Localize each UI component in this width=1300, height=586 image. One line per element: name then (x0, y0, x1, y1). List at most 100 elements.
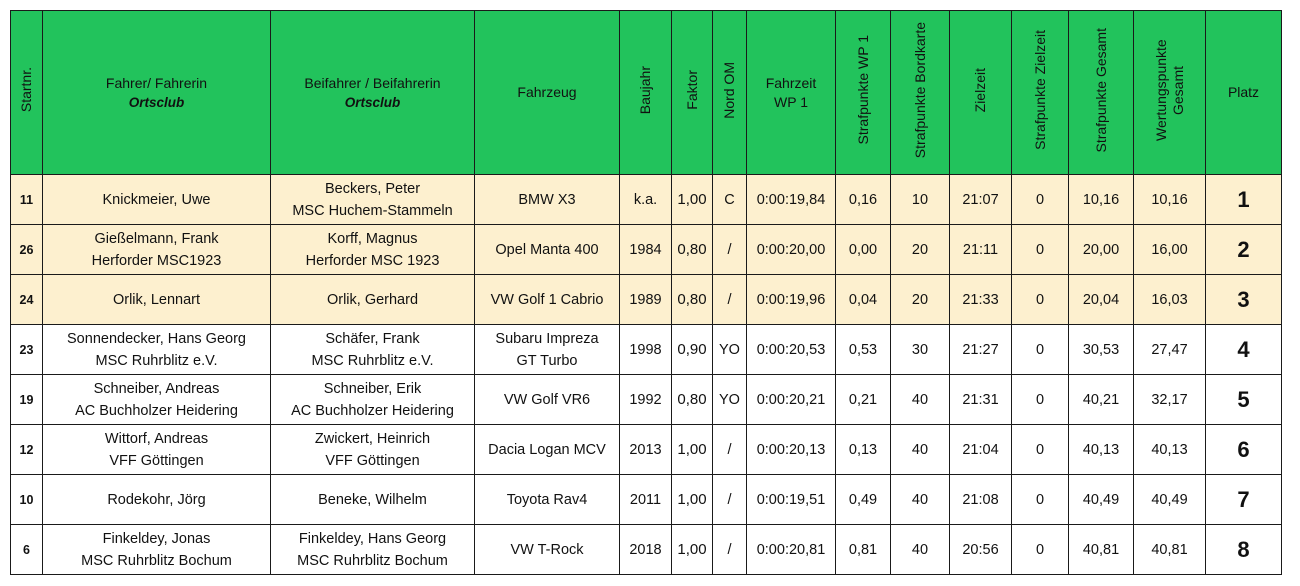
cell-fahrzeit: 0:00:19,84 (746, 174, 836, 225)
cell-fahrzeug: BMW X3 (474, 174, 620, 225)
cell-strafpunkte-gesamt: 40,21 (1068, 374, 1134, 425)
table-row: 19 Schneiber, Andreas AC Buchholzer Heide… (10, 374, 1300, 425)
cell-strafpunkte-bordkarte: 40 (890, 524, 950, 575)
cell-beifahrer: Korff, Magnus Herforder MSC 1923 (270, 224, 475, 275)
cell-nord-om: YO (712, 324, 747, 375)
cell-zielzeit: 20:56 (949, 524, 1012, 575)
cell-fahrer: Orlik, Lennart (42, 274, 271, 325)
cell-strafpunkte-wp1: 0,49 (835, 474, 891, 525)
cell-zielzeit: 21:07 (949, 174, 1012, 225)
cell-startnr: 23 (10, 324, 43, 375)
cell-zielzeit: 21:33 (949, 274, 1012, 325)
cell-platz: 1 (1205, 174, 1282, 225)
header-strafpunkte-zielzeit: Strafpunkte Zielzeit (1011, 10, 1069, 175)
cell-startnr: 10 (10, 474, 43, 525)
cell-startnr: 26 (10, 224, 43, 275)
cell-wertungspunkte-gesamt: 40,81 (1133, 524, 1206, 575)
cell-platz: 7 (1205, 474, 1282, 525)
cell-nord-om: / (712, 474, 747, 525)
cell-strafpunkte-bordkarte: 40 (890, 424, 950, 475)
cell-nord-om: / (712, 224, 747, 275)
cell-strafpunkte-zielzeit: 0 (1011, 174, 1069, 225)
header-baujahr: Baujahr (619, 10, 672, 175)
cell-wertungspunkte-gesamt: 40,13 (1133, 424, 1206, 475)
cell-platz: 3 (1205, 274, 1282, 325)
table-row: 11 Knickmeier, Uwe Beckers, Peter MSC Huc… (10, 174, 1300, 225)
cell-nord-om: / (712, 524, 747, 575)
cell-strafpunkte-bordkarte: 10 (890, 174, 950, 225)
cell-startnr: 24 (10, 274, 43, 325)
cell-baujahr: 1984 (619, 224, 672, 275)
cell-zielzeit: 21:08 (949, 474, 1012, 525)
cell-strafpunkte-wp1: 0,04 (835, 274, 891, 325)
header-fahrer: Fahrer/ Fahrerin Ortsclub (42, 10, 271, 175)
header-platz: Platz (1205, 10, 1282, 175)
table-row: 26 Gießelmann, Frank Herforder MSC1923 Ko… (10, 224, 1300, 275)
cell-wertungspunkte-gesamt: 10,16 (1133, 174, 1206, 225)
cell-wertungspunkte-gesamt: 27,47 (1133, 324, 1206, 375)
cell-nord-om: / (712, 274, 747, 325)
cell-strafpunkte-gesamt: 40,49 (1068, 474, 1134, 525)
cell-strafpunkte-zielzeit: 0 (1011, 374, 1069, 425)
cell-fahrzeug: Dacia Logan MCV (474, 424, 620, 475)
cell-fahrer: Schneiber, Andreas AC Buchholzer Heiderin… (42, 374, 271, 425)
cell-wertungspunkte-gesamt: 32,17 (1133, 374, 1206, 425)
cell-beifahrer: Schneiber, Erik AC Buchholzer Heidering (270, 374, 475, 425)
cell-baujahr: 1989 (619, 274, 672, 325)
cell-strafpunkte-wp1: 0,16 (835, 174, 891, 225)
header-strafpunkte-wp1: Strafpunkte WP 1 (835, 10, 891, 175)
cell-fahrzeug: Toyota Rav4 (474, 474, 620, 525)
cell-faktor: 0,80 (671, 224, 713, 275)
cell-fahrzeit: 0:00:20,53 (746, 324, 836, 375)
header-fahrzeit: Fahrzeit WP 1 (746, 10, 836, 175)
cell-beifahrer: Zwickert, Heinrich VFF Göttingen (270, 424, 475, 475)
cell-platz: 4 (1205, 324, 1282, 375)
cell-strafpunkte-wp1: 0,81 (835, 524, 891, 575)
cell-faktor: 1,00 (671, 424, 713, 475)
cell-nord-om: YO (712, 374, 747, 425)
cell-faktor: 0,80 (671, 374, 713, 425)
cell-fahrzeit: 0:00:19,96 (746, 274, 836, 325)
header-fahrzeug: Fahrzeug (474, 10, 620, 175)
cell-fahrzeug: VW Golf VR6 (474, 374, 620, 425)
cell-strafpunkte-zielzeit: 0 (1011, 524, 1069, 575)
cell-strafpunkte-zielzeit: 0 (1011, 224, 1069, 275)
cell-platz: 6 (1205, 424, 1282, 475)
cell-zielzeit: 21:31 (949, 374, 1012, 425)
cell-strafpunkte-gesamt: 30,53 (1068, 324, 1134, 375)
cell-strafpunkte-zielzeit: 0 (1011, 474, 1069, 525)
cell-strafpunkte-gesamt: 20,04 (1068, 274, 1134, 325)
cell-beifahrer: Finkeldey, Hans Georg MSC Ruhrblitz Bochu… (270, 524, 475, 575)
cell-strafpunkte-bordkarte: 20 (890, 224, 950, 275)
cell-faktor: 1,00 (671, 174, 713, 225)
cell-fahrzeug: VW Golf 1 Cabrio (474, 274, 620, 325)
header-strafpunkte-bordkarte: Strafpunkte Bordkarte (890, 10, 950, 175)
cell-platz: 2 (1205, 224, 1282, 275)
cell-nord-om: C (712, 174, 747, 225)
cell-strafpunkte-wp1: 0,13 (835, 424, 891, 475)
cell-fahrzeit: 0:00:20,21 (746, 374, 836, 425)
cell-fahrer: Rodekohr, Jörg (42, 474, 271, 525)
cell-strafpunkte-gesamt: 20,00 (1068, 224, 1134, 275)
cell-faktor: 0,90 (671, 324, 713, 375)
cell-faktor: 0,80 (671, 274, 713, 325)
cell-baujahr: 2018 (619, 524, 672, 575)
cell-fahrzeit: 0:00:20,00 (746, 224, 836, 275)
cell-strafpunkte-gesamt: 40,13 (1068, 424, 1134, 475)
cell-strafpunkte-bordkarte: 20 (890, 274, 950, 325)
cell-baujahr: k.a. (619, 174, 672, 225)
cell-strafpunkte-bordkarte: 40 (890, 474, 950, 525)
cell-strafpunkte-bordkarte: 30 (890, 324, 950, 375)
header-row: Startnr. Fahrer/ Fahrerin Ortsclub Beifah… (10, 10, 1300, 175)
cell-startnr: 19 (10, 374, 43, 425)
cell-fahrzeit: 0:00:19,51 (746, 474, 836, 525)
cell-zielzeit: 21:27 (949, 324, 1012, 375)
cell-beifahrer: Schäfer, Frank MSC Ruhrblitz e.V. (270, 324, 475, 375)
header-faktor: Faktor (671, 10, 713, 175)
cell-platz: 8 (1205, 524, 1282, 575)
cell-wertungspunkte-gesamt: 16,03 (1133, 274, 1206, 325)
header-beifahrer: Beifahrer / Beifahrerin Ortsclub (270, 10, 475, 175)
table-row: 6 Finkeldey, Jonas MSC Ruhrblitz Bochum F… (10, 524, 1300, 575)
cell-baujahr: 1992 (619, 374, 672, 425)
cell-startnr: 11 (10, 174, 43, 225)
